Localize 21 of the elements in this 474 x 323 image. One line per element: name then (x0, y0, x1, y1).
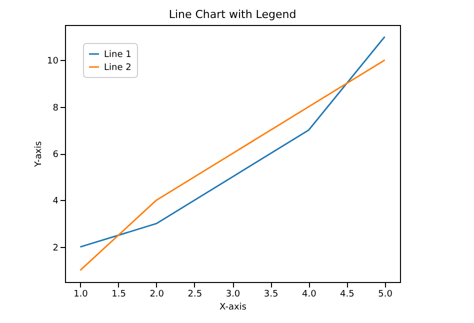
legend-label: Line 1 (104, 50, 132, 60)
x-tick-label: 1.0 (74, 290, 88, 300)
x-tick-label: 5.0 (378, 290, 393, 300)
y-tick-label: 4 (52, 196, 59, 207)
x-tick-label: 4.5 (340, 290, 354, 300)
x-tick-label: 2.0 (150, 290, 164, 300)
y-tick-label: 6 (52, 150, 59, 160)
y-tick-label: 10 (47, 56, 59, 67)
y-axis-title: Y-axis (34, 140, 44, 168)
x-tick-label: 2.5 (188, 290, 202, 300)
line-series (79, 36, 386, 248)
line-series (79, 59, 386, 272)
x-tick-label: 3.5 (264, 290, 278, 300)
x-tick-label: 3.0 (226, 290, 240, 300)
y-tick-label: 8 (52, 103, 59, 114)
x-tick-label: 4.0 (302, 290, 317, 300)
chart-title: Line Chart with Legend (168, 8, 296, 21)
x-axis-title: X-axis (220, 302, 247, 312)
legend-label: Line 2 (104, 63, 132, 73)
x-tick-label: 1.5 (112, 290, 126, 300)
y-tick-label: 2 (52, 243, 58, 254)
